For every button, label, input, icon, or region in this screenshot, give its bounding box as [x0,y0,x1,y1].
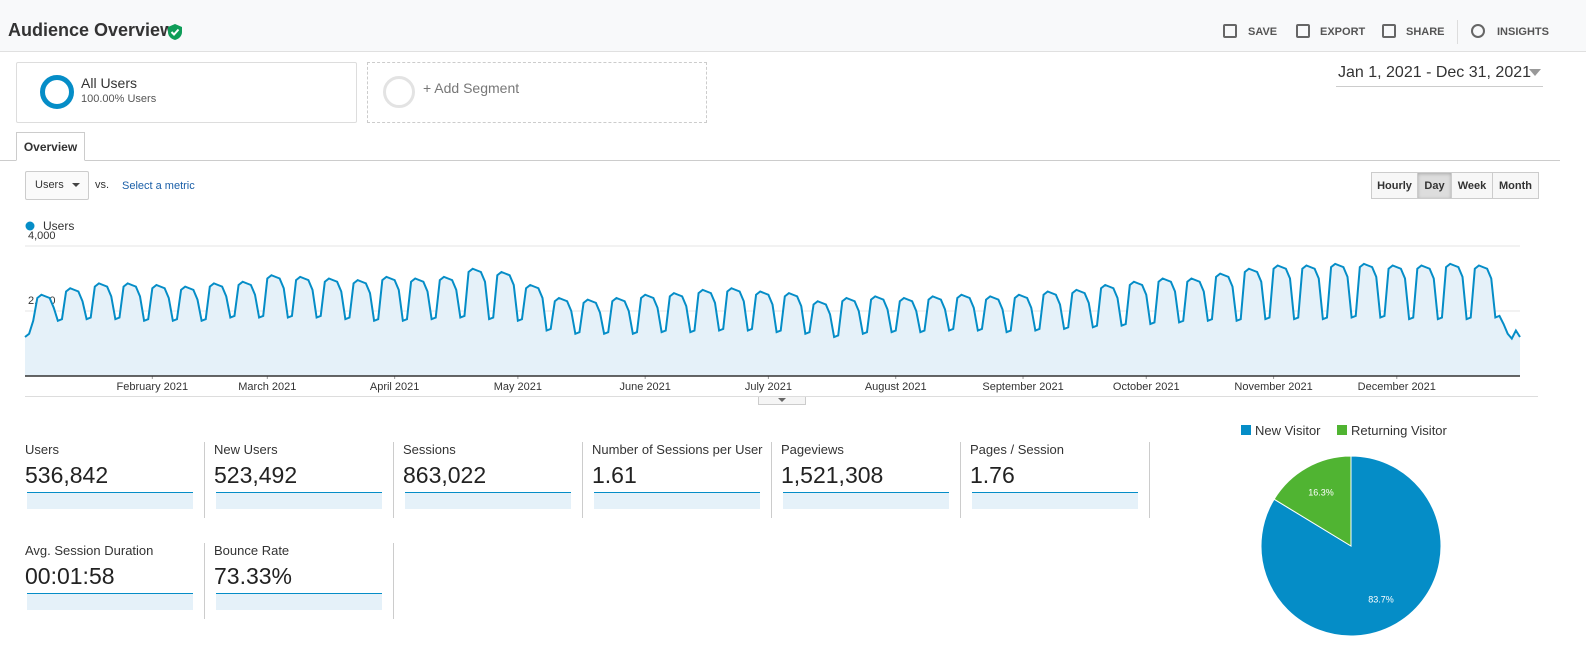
users-line [24,262,1521,341]
add-segment-card[interactable] [367,62,707,123]
granularity-button[interactable]: Hourly [1371,172,1418,199]
date-range[interactable]: Jan 1, 2021 - Dec 31, 2021 [1338,64,1532,81]
metric-sparkline [405,492,571,509]
action-button[interactable]: SHARE [1406,26,1445,38]
metric-label: Number of Sessions per User [592,442,763,457]
metric-divider [204,543,205,619]
action-button[interactable]: EXPORT [1320,26,1366,38]
x-tick-label: May 2021 [494,381,542,393]
segment-icon [40,75,74,109]
legend-label: New Visitor [1255,423,1321,438]
chart-rule [25,396,1538,397]
pie-label: 16.3% [1308,488,1334,498]
divider [1457,20,1458,44]
action-icon [1471,24,1485,38]
vs-label: vs. [95,179,110,191]
metric-divider [393,442,394,518]
date-caret [1529,69,1541,76]
x-tick-label: June 2021 [619,381,670,393]
metric-value: 863,022 [403,462,487,488]
date-underline [1336,86,1543,87]
legend-label: Users [43,219,74,233]
metric-value: 1.61 [592,462,637,488]
metric-label: Users [25,442,59,457]
action-icon [1296,24,1310,38]
metric-value: 1,521,308 [781,462,884,488]
header-bar [0,0,1586,52]
metric-sparkline [216,492,382,509]
metric-sparkline [27,492,193,509]
action-icon [1382,24,1396,38]
collapse-caret [778,398,786,402]
metric-dropdown[interactable] [25,171,89,200]
dropdown-caret [72,183,80,187]
pie-slice [1273,455,1352,547]
metric-sparkline [216,593,382,610]
metric-divider [393,543,394,619]
users-area [25,263,1520,376]
metric-divider [960,442,961,518]
metric-value: 1.76 [970,462,1015,488]
x-tick-label: July 2021 [745,381,792,393]
segment-name: All Users [81,75,138,91]
metric-label: Pageviews [781,442,844,457]
metric-divider [771,442,772,518]
metric-dropdown-label: Users [35,179,64,191]
legend-dot [25,221,35,231]
metric-divider [582,442,583,518]
add-segment[interactable]: + Add Segment [423,80,520,96]
select-metric[interactable]: Select a metric [122,180,195,192]
x-tick-label: February 2021 [117,381,189,393]
legend-swatch [1337,425,1347,435]
pie-label: 83.7% [1368,594,1394,604]
metric-label: Bounce Rate [214,543,290,558]
metric-divider [1149,442,1150,518]
metric-sparkline [972,492,1138,509]
metric-value: 536,842 [25,462,109,488]
x-tick-label: December 2021 [1358,381,1436,393]
metric-label: Pages / Session [970,442,1064,457]
action-icon [1223,24,1237,38]
metric-value: 73.33% [214,563,293,589]
metric-divider [204,442,205,518]
granularity-button[interactable]: Week [1451,172,1493,199]
segment-detail: 100.00% Users [81,93,157,105]
add-segment-icon [383,76,415,108]
page-title: Audience Overview [8,20,175,40]
x-tick-label: March 2021 [238,381,296,393]
verified-icon [168,24,182,40]
metric-value: 523,492 [214,462,298,488]
metric-sparkline [783,492,949,509]
legend-swatch [1241,425,1251,435]
tab[interactable]: Overview [16,132,85,161]
y-tick-label: 4,000 [28,230,56,242]
tab-rule [0,160,1560,161]
metric-label: Sessions [403,442,456,457]
x-tick-label: August 2021 [865,381,927,393]
action-button[interactable]: INSIGHTS [1497,26,1549,38]
action-button[interactable]: SAVE [1248,26,1278,38]
x-tick-label: October 2021 [1113,381,1180,393]
x-tick-label: September 2021 [982,381,1063,393]
granularity-button[interactable]: Month [1492,172,1539,199]
legend-label: Returning Visitor [1351,423,1448,438]
metric-label: Avg. Session Duration [25,543,154,558]
x-tick-label: November 2021 [1234,381,1312,393]
metric-label: New Users [214,442,278,457]
metric-sparkline [594,492,760,509]
metric-value: 00:01:58 [25,563,115,589]
granularity-button[interactable]: Day [1417,172,1452,199]
metric-sparkline [27,593,193,610]
x-tick-label: April 2021 [370,381,420,393]
